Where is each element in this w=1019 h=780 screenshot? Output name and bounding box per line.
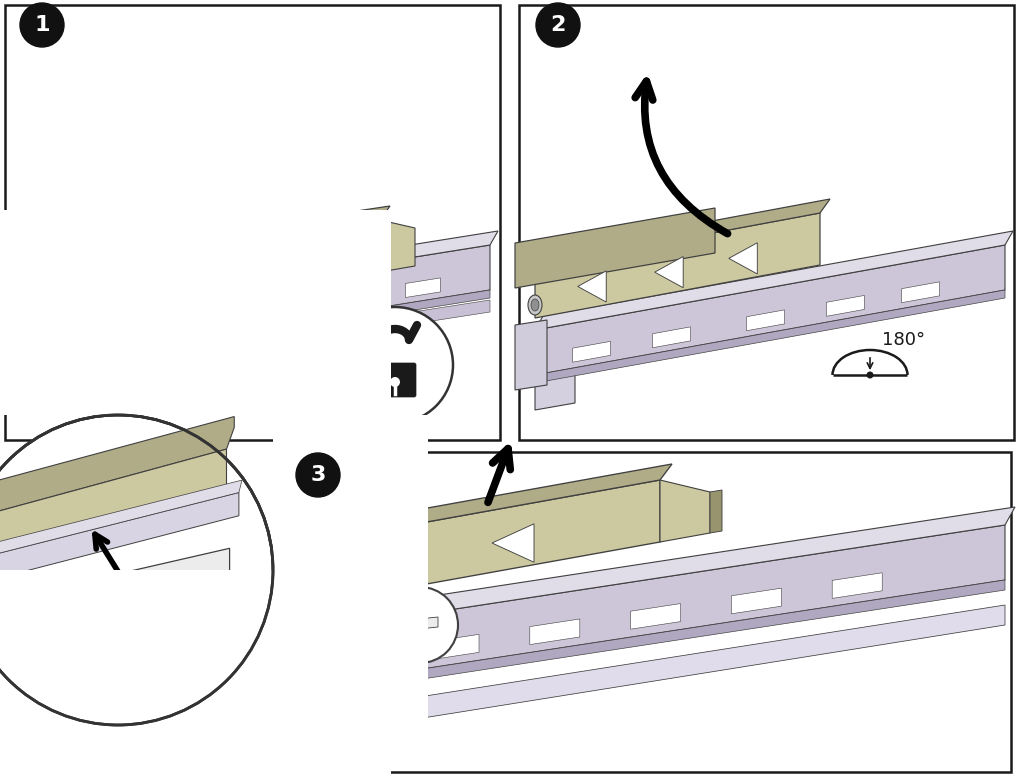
Circle shape	[296, 453, 340, 497]
Polygon shape	[152, 318, 186, 338]
Polygon shape	[20, 300, 490, 385]
Ellipse shape	[0, 604, 2, 638]
Bar	[0, 210, 391, 415]
Bar	[273, 415, 428, 725]
Circle shape	[866, 371, 873, 378]
Polygon shape	[0, 310, 30, 380]
Polygon shape	[729, 243, 757, 274]
Ellipse shape	[531, 299, 539, 311]
Polygon shape	[285, 525, 1005, 690]
Polygon shape	[530, 619, 580, 644]
Polygon shape	[380, 220, 415, 272]
Polygon shape	[535, 245, 1005, 375]
Ellipse shape	[528, 295, 542, 315]
Polygon shape	[660, 480, 710, 542]
Polygon shape	[0, 375, 35, 390]
Polygon shape	[578, 271, 606, 302]
Polygon shape	[255, 302, 290, 321]
Polygon shape	[833, 573, 882, 598]
Polygon shape	[0, 548, 229, 640]
Ellipse shape	[395, 619, 405, 633]
Polygon shape	[0, 480, 242, 558]
Polygon shape	[76, 331, 111, 350]
Polygon shape	[631, 604, 681, 629]
Circle shape	[382, 587, 458, 663]
Polygon shape	[654, 257, 683, 288]
FancyBboxPatch shape	[374, 363, 416, 397]
Polygon shape	[732, 588, 782, 614]
Circle shape	[20, 3, 64, 47]
Polygon shape	[60, 206, 390, 268]
Polygon shape	[535, 290, 1005, 383]
Polygon shape	[20, 245, 490, 365]
Polygon shape	[195, 261, 226, 292]
Polygon shape	[652, 327, 691, 348]
Bar	[5, 5, 500, 440]
Ellipse shape	[302, 569, 318, 591]
Polygon shape	[48, 263, 65, 315]
Circle shape	[397, 623, 403, 629]
Polygon shape	[268, 250, 300, 281]
Polygon shape	[20, 360, 60, 410]
Polygon shape	[515, 320, 547, 390]
Polygon shape	[0, 449, 226, 555]
Polygon shape	[285, 605, 1005, 740]
Polygon shape	[285, 507, 1015, 635]
Circle shape	[390, 377, 400, 387]
Polygon shape	[117, 272, 150, 303]
Polygon shape	[535, 231, 1013, 330]
Polygon shape	[0, 576, 229, 640]
Polygon shape	[429, 634, 479, 660]
Polygon shape	[902, 282, 940, 303]
Polygon shape	[285, 610, 320, 715]
Polygon shape	[747, 310, 785, 331]
Polygon shape	[310, 464, 672, 543]
Bar	[0, 570, 391, 775]
Circle shape	[337, 307, 453, 423]
Text: 2: 2	[550, 15, 566, 35]
Text: 3: 3	[311, 465, 326, 485]
Polygon shape	[826, 296, 864, 317]
Polygon shape	[535, 199, 830, 266]
Polygon shape	[406, 278, 440, 297]
Text: 1: 1	[35, 15, 50, 35]
Polygon shape	[20, 231, 498, 320]
Bar	[519, 5, 1014, 440]
Polygon shape	[236, 308, 280, 324]
Polygon shape	[515, 208, 715, 288]
Polygon shape	[230, 320, 288, 330]
Polygon shape	[710, 490, 722, 533]
Text: 180°: 180°	[882, 331, 925, 349]
Polygon shape	[285, 580, 1005, 700]
Polygon shape	[380, 544, 422, 583]
Polygon shape	[0, 417, 234, 516]
Polygon shape	[535, 360, 575, 410]
Bar	[280, 452, 1011, 772]
Circle shape	[536, 3, 580, 47]
Polygon shape	[400, 617, 438, 631]
Polygon shape	[492, 524, 534, 562]
Polygon shape	[535, 213, 820, 318]
Polygon shape	[573, 342, 610, 362]
Polygon shape	[20, 290, 490, 373]
Polygon shape	[339, 289, 375, 308]
Polygon shape	[60, 220, 380, 320]
Polygon shape	[310, 480, 660, 605]
Circle shape	[0, 415, 273, 725]
Polygon shape	[0, 492, 238, 583]
